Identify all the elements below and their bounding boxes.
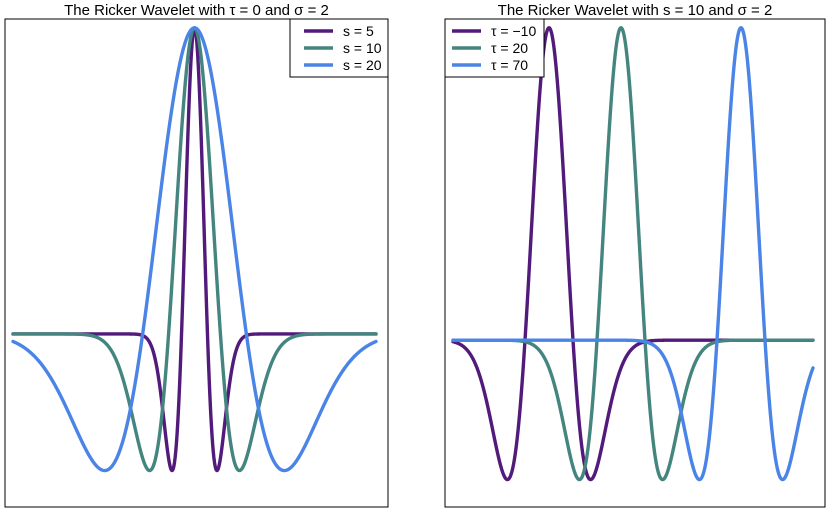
panel-right: The Ricker Wavelet with s = 10 and σ = 2… [444, 2, 826, 508]
chart-title: The Ricker Wavelet with s = 10 and σ = 2 [498, 2, 773, 19]
panel-left: The Ricker Wavelet with τ = 0 and σ = 2 s… [4, 2, 389, 508]
legend-label-1: s = 5 [343, 23, 374, 39]
series-line-1 [11, 26, 378, 473]
chart-title: The Ricker Wavelet with τ = 0 and σ = 2 [64, 2, 329, 19]
legend-label-2: s = 10 [343, 40, 382, 56]
series-line-2 [11, 26, 378, 473]
legend-label-1: τ = −10 [491, 23, 536, 39]
legend-label-3: τ = 70 [491, 57, 528, 73]
plot-frame [444, 18, 826, 508]
legend-label-2: τ = 20 [491, 40, 528, 56]
plot-frame [4, 18, 389, 508]
legend-label-3: s = 20 [343, 57, 382, 73]
series-line-3 [11, 26, 378, 473]
series-line-3 [451, 26, 815, 482]
